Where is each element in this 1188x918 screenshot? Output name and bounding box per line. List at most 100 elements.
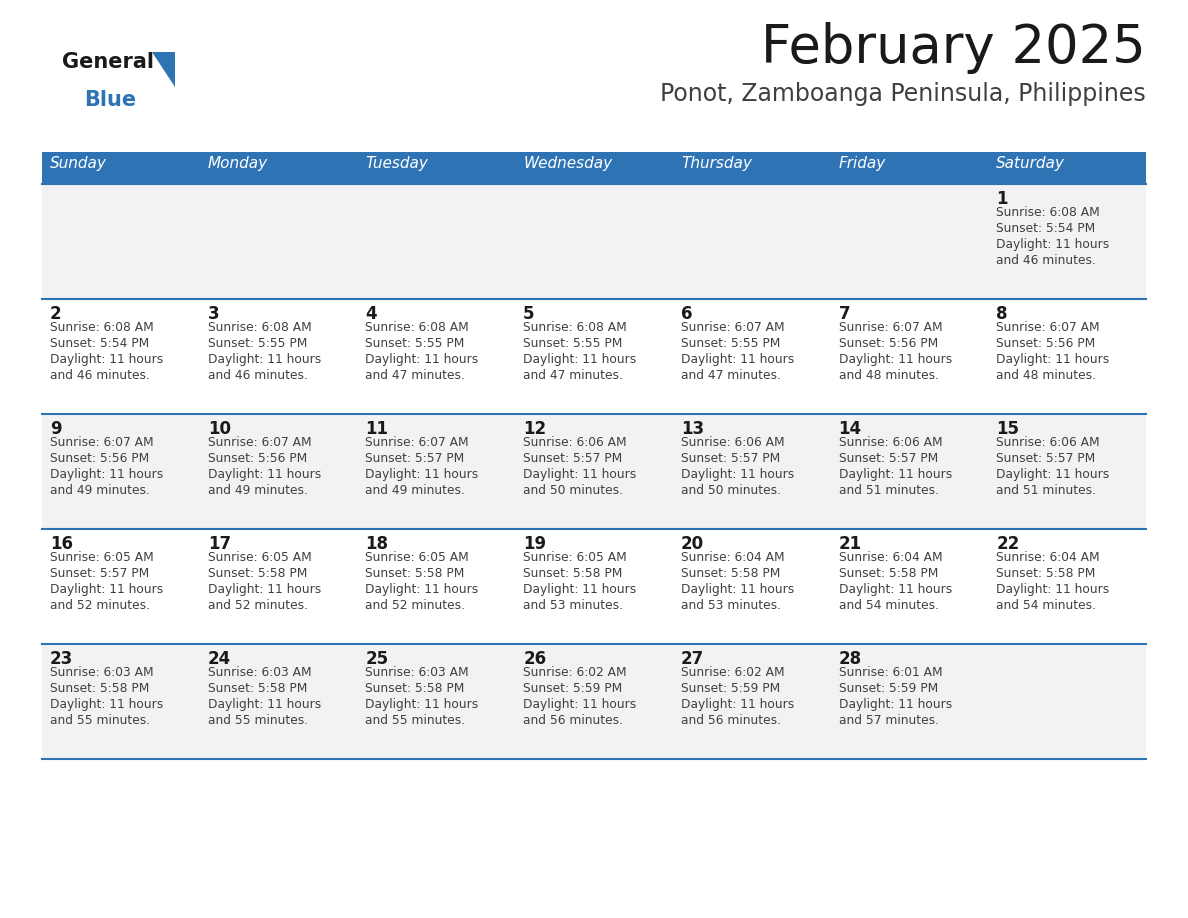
Text: 22: 22 (997, 535, 1019, 553)
Bar (516, 152, 672, 184)
Text: Sunset: 5:57 PM: Sunset: 5:57 PM (50, 567, 150, 580)
Text: Sunrise: 6:04 AM: Sunrise: 6:04 AM (681, 551, 784, 564)
Text: Sunset: 5:59 PM: Sunset: 5:59 PM (523, 682, 623, 695)
Text: Saturday: Saturday (997, 156, 1066, 171)
Bar (42, 529, 1146, 644)
Text: Sunrise: 6:08 AM: Sunrise: 6:08 AM (366, 321, 469, 334)
Text: 12: 12 (523, 420, 546, 438)
Text: Sunset: 5:54 PM: Sunset: 5:54 PM (50, 337, 150, 350)
Text: 21: 21 (839, 535, 861, 553)
Text: Sunrise: 6:05 AM: Sunrise: 6:05 AM (50, 551, 153, 564)
Text: Sunset: 5:56 PM: Sunset: 5:56 PM (839, 337, 937, 350)
Text: Daylight: 11 hours: Daylight: 11 hours (839, 353, 952, 366)
Text: Sunrise: 6:03 AM: Sunrise: 6:03 AM (50, 666, 153, 679)
Text: Daylight: 11 hours: Daylight: 11 hours (366, 698, 479, 711)
Text: Sunrise: 6:08 AM: Sunrise: 6:08 AM (208, 321, 311, 334)
Text: Sunrise: 6:07 AM: Sunrise: 6:07 AM (208, 436, 311, 449)
Text: and 50 minutes.: and 50 minutes. (681, 484, 781, 497)
Text: Sunset: 5:55 PM: Sunset: 5:55 PM (681, 337, 781, 350)
Text: and 46 minutes.: and 46 minutes. (50, 369, 150, 382)
Text: Wednesday: Wednesday (523, 156, 612, 171)
Text: 3: 3 (208, 305, 220, 323)
Text: 15: 15 (997, 420, 1019, 438)
Text: Daylight: 11 hours: Daylight: 11 hours (50, 583, 163, 596)
Bar (200, 152, 358, 184)
Text: Sunrise: 6:08 AM: Sunrise: 6:08 AM (50, 321, 153, 334)
Text: Sunrise: 6:07 AM: Sunrise: 6:07 AM (366, 436, 469, 449)
Text: Daylight: 11 hours: Daylight: 11 hours (681, 583, 794, 596)
Text: Sunday: Sunday (50, 156, 107, 171)
Text: Daylight: 11 hours: Daylight: 11 hours (50, 698, 163, 711)
Text: and 53 minutes.: and 53 minutes. (681, 599, 781, 612)
Text: 16: 16 (50, 535, 72, 553)
Text: Sunset: 5:57 PM: Sunset: 5:57 PM (997, 452, 1095, 465)
Text: Daylight: 11 hours: Daylight: 11 hours (208, 468, 321, 481)
Text: 27: 27 (681, 650, 704, 668)
Text: and 48 minutes.: and 48 minutes. (997, 369, 1097, 382)
Text: 14: 14 (839, 420, 861, 438)
Text: Sunset: 5:57 PM: Sunset: 5:57 PM (366, 452, 465, 465)
Text: Sunset: 5:56 PM: Sunset: 5:56 PM (997, 337, 1095, 350)
Text: Sunset: 5:55 PM: Sunset: 5:55 PM (208, 337, 307, 350)
Text: 13: 13 (681, 420, 704, 438)
Text: and 46 minutes.: and 46 minutes. (997, 254, 1097, 267)
Text: Daylight: 11 hours: Daylight: 11 hours (681, 698, 794, 711)
Text: and 55 minutes.: and 55 minutes. (208, 714, 308, 727)
Text: 20: 20 (681, 535, 704, 553)
Text: Sunrise: 6:02 AM: Sunrise: 6:02 AM (523, 666, 627, 679)
Text: Sunset: 5:57 PM: Sunset: 5:57 PM (681, 452, 781, 465)
Text: and 54 minutes.: and 54 minutes. (997, 599, 1097, 612)
Text: Friday: Friday (839, 156, 886, 171)
Text: Daylight: 11 hours: Daylight: 11 hours (997, 238, 1110, 251)
Bar (988, 152, 1146, 184)
Text: Daylight: 11 hours: Daylight: 11 hours (681, 468, 794, 481)
Text: 17: 17 (208, 535, 230, 553)
Text: Sunset: 5:57 PM: Sunset: 5:57 PM (839, 452, 937, 465)
Text: Daylight: 11 hours: Daylight: 11 hours (839, 698, 952, 711)
Text: Sunrise: 6:04 AM: Sunrise: 6:04 AM (997, 551, 1100, 564)
Text: 25: 25 (366, 650, 388, 668)
Text: and 47 minutes.: and 47 minutes. (681, 369, 781, 382)
Text: and 55 minutes.: and 55 minutes. (50, 714, 150, 727)
Text: Sunrise: 6:01 AM: Sunrise: 6:01 AM (839, 666, 942, 679)
Text: and 46 minutes.: and 46 minutes. (208, 369, 308, 382)
Polygon shape (152, 52, 175, 87)
Bar (830, 152, 988, 184)
Text: 10: 10 (208, 420, 230, 438)
Text: Sunset: 5:55 PM: Sunset: 5:55 PM (366, 337, 465, 350)
Text: Sunset: 5:58 PM: Sunset: 5:58 PM (997, 567, 1095, 580)
Text: and 52 minutes.: and 52 minutes. (208, 599, 308, 612)
Text: Ponot, Zamboanga Peninsula, Philippines: Ponot, Zamboanga Peninsula, Philippines (661, 82, 1146, 106)
Text: Sunset: 5:58 PM: Sunset: 5:58 PM (366, 567, 465, 580)
Text: 6: 6 (681, 305, 693, 323)
Text: Sunrise: 6:04 AM: Sunrise: 6:04 AM (839, 551, 942, 564)
Text: Daylight: 11 hours: Daylight: 11 hours (366, 353, 479, 366)
Text: Sunrise: 6:08 AM: Sunrise: 6:08 AM (523, 321, 627, 334)
Text: Sunrise: 6:07 AM: Sunrise: 6:07 AM (681, 321, 784, 334)
Bar (42, 299, 1146, 414)
Text: Sunset: 5:58 PM: Sunset: 5:58 PM (50, 682, 150, 695)
Bar (42, 644, 1146, 759)
Text: Daylight: 11 hours: Daylight: 11 hours (523, 468, 637, 481)
Text: Daylight: 11 hours: Daylight: 11 hours (50, 468, 163, 481)
Bar (42, 184, 1146, 299)
Text: Daylight: 11 hours: Daylight: 11 hours (839, 468, 952, 481)
Text: Sunrise: 6:06 AM: Sunrise: 6:06 AM (523, 436, 627, 449)
Text: and 53 minutes.: and 53 minutes. (523, 599, 624, 612)
Text: Daylight: 11 hours: Daylight: 11 hours (208, 583, 321, 596)
Text: Sunrise: 6:02 AM: Sunrise: 6:02 AM (681, 666, 784, 679)
Text: and 47 minutes.: and 47 minutes. (523, 369, 623, 382)
Text: General: General (62, 52, 154, 72)
Text: Sunrise: 6:05 AM: Sunrise: 6:05 AM (523, 551, 627, 564)
Text: and 50 minutes.: and 50 minutes. (523, 484, 624, 497)
Text: Sunset: 5:56 PM: Sunset: 5:56 PM (50, 452, 150, 465)
Text: Daylight: 11 hours: Daylight: 11 hours (50, 353, 163, 366)
Text: and 54 minutes.: and 54 minutes. (839, 599, 939, 612)
Text: Sunset: 5:57 PM: Sunset: 5:57 PM (523, 452, 623, 465)
Text: Sunrise: 6:06 AM: Sunrise: 6:06 AM (997, 436, 1100, 449)
Text: Sunrise: 6:05 AM: Sunrise: 6:05 AM (366, 551, 469, 564)
Text: 2: 2 (50, 305, 62, 323)
Text: Sunset: 5:58 PM: Sunset: 5:58 PM (208, 567, 307, 580)
Text: 8: 8 (997, 305, 1007, 323)
Text: Sunrise: 6:07 AM: Sunrise: 6:07 AM (839, 321, 942, 334)
